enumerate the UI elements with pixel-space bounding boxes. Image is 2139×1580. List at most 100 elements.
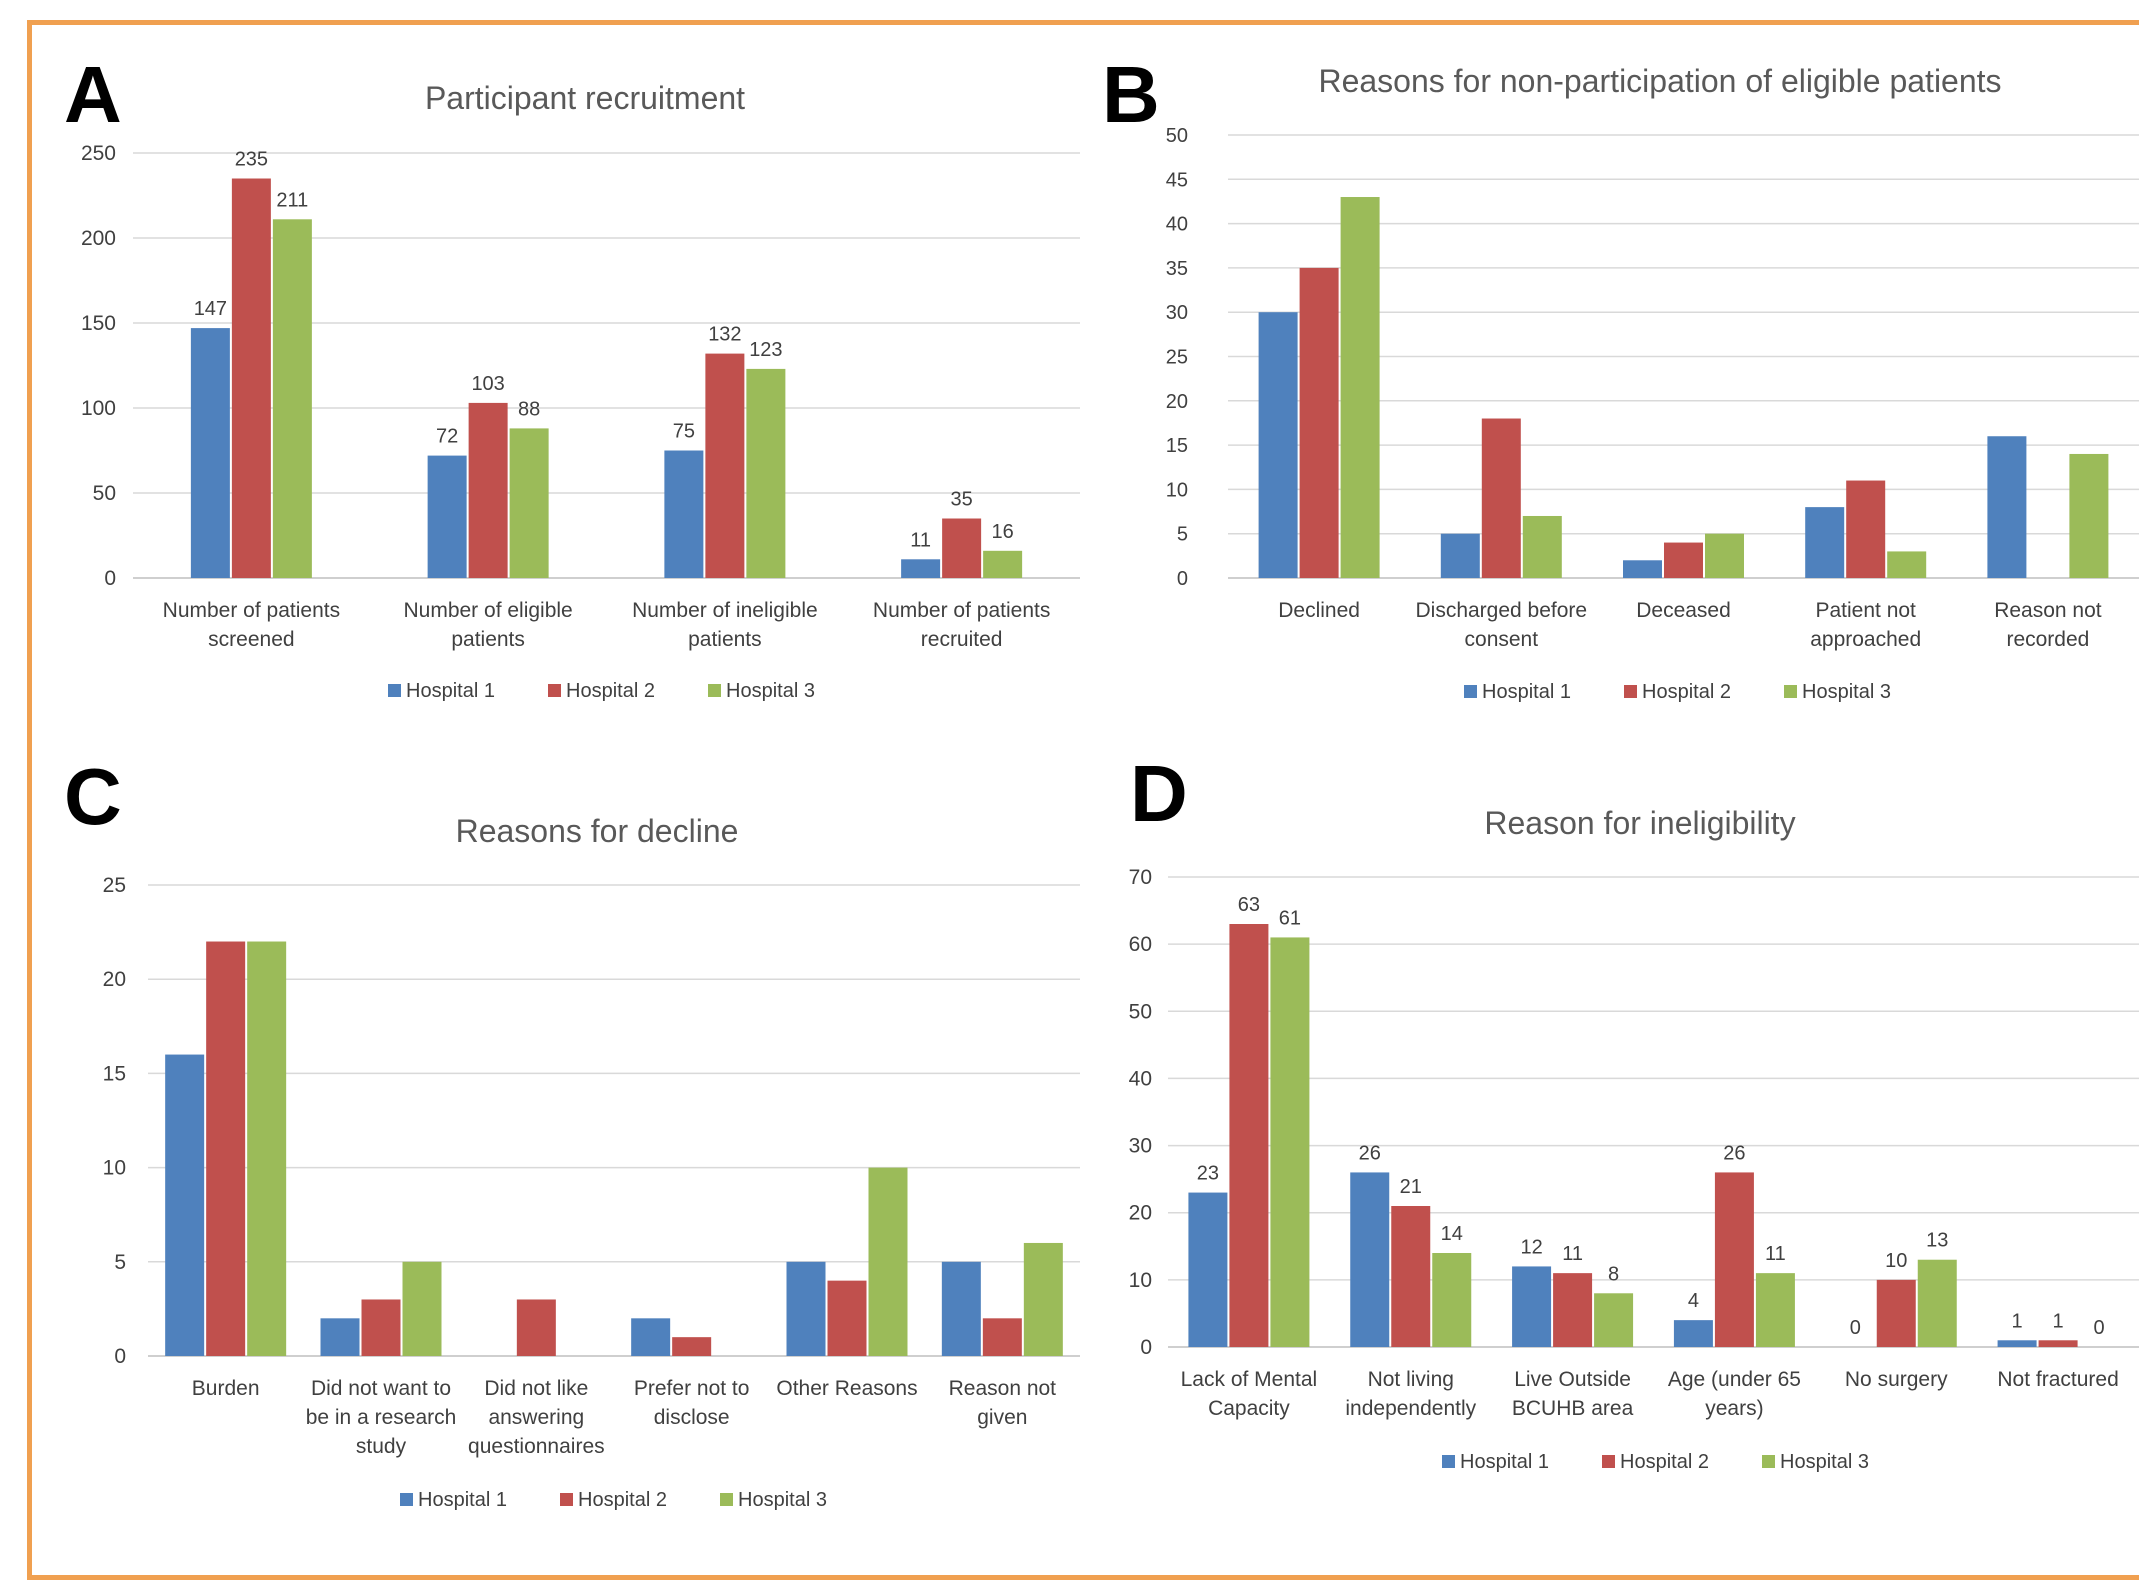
panel-b-bar xyxy=(1299,267,1339,578)
panel-d-letter: D xyxy=(1130,749,1188,838)
panel-d-data-label: 4 xyxy=(1688,1290,1699,1312)
panel-b-bar xyxy=(1664,542,1703,578)
panel-d-bar xyxy=(1714,1172,1754,1347)
panel-b-category-label: Patient not xyxy=(1815,599,1916,622)
panel-d-data-label: 11 xyxy=(1765,1243,1786,1265)
panel-b-bar xyxy=(1846,480,1886,578)
panel-b-legend-swatch xyxy=(1464,685,1477,698)
panel-a-ytick-label: 100 xyxy=(81,397,116,420)
panel-c-category-label: Did not like xyxy=(484,1377,588,1400)
panel-c-bar xyxy=(516,1299,556,1356)
panel-c-bar xyxy=(786,1261,826,1356)
panel-a-letter: A xyxy=(64,50,122,139)
panel-d-bar xyxy=(1350,1172,1390,1347)
panel-a-bar xyxy=(509,428,549,578)
panel-c-bar xyxy=(941,1261,981,1356)
panel-d-bar xyxy=(1229,924,1269,1347)
panel-d-bar xyxy=(2038,1340,2078,1347)
panel-a-legend-swatch xyxy=(388,684,401,697)
panel-d-data-label: 61 xyxy=(1279,907,1301,929)
panel-b-legend-swatch xyxy=(1624,685,1637,698)
panel-c-category-label: questionnaires xyxy=(468,1435,605,1458)
panel-d-bar xyxy=(1391,1206,1431,1347)
panel-a-bar xyxy=(705,353,745,578)
panel-d-category-label: Age (under 65 xyxy=(1668,1368,1801,1391)
panel-d-category-label: BCUHB area xyxy=(1512,1397,1634,1420)
panel-b-category-label: Deceased xyxy=(1636,599,1731,622)
panel-d-bar xyxy=(1188,1192,1228,1347)
panel-d-bar xyxy=(1876,1279,1916,1347)
panel-d-data-label: 21 xyxy=(1400,1176,1422,1198)
panel-d-category-label: Not fractured xyxy=(1997,1368,2118,1391)
panel-c-ytick-label: 20 xyxy=(103,968,126,991)
panel-c-bar xyxy=(827,1280,867,1356)
panel-a-data-label: 147 xyxy=(194,298,227,320)
panel-b-legend-swatch xyxy=(1784,685,1797,698)
panel-a-ytick-label: 250 xyxy=(81,142,116,165)
panel-c-bar xyxy=(165,1054,205,1356)
panel-d-bar xyxy=(1673,1320,1713,1347)
panel-b-ytick-label: 45 xyxy=(1166,169,1188,191)
panel-a-category-label: Number of patients xyxy=(873,599,1050,622)
panel-b-category-label: Reason not xyxy=(1994,599,2102,622)
panel-d-data-label: 23 xyxy=(1197,1163,1219,1185)
panel-a-bar xyxy=(983,550,1023,578)
panel-a-data-label: 11 xyxy=(910,529,931,551)
panel-c-title: Reasons for decline xyxy=(456,813,739,849)
panel-b-bar xyxy=(2069,453,2109,578)
panel-d-data-label: 1 xyxy=(2053,1310,2064,1332)
panel-a-category-label: patients xyxy=(688,628,762,651)
panel-b-legend-label: Hospital 1 xyxy=(1482,681,1571,703)
panel-c-category-label: Prefer not to xyxy=(634,1377,750,1400)
panel-d-data-label: 8 xyxy=(1608,1263,1619,1285)
panel-d-data-label: 26 xyxy=(1723,1142,1745,1164)
panel-b-ytick-label: 0 xyxy=(1177,568,1188,590)
panel-d-bar xyxy=(1553,1273,1593,1347)
panel-d-ytick-label: 30 xyxy=(1129,1135,1152,1158)
panel-c-legend-swatch xyxy=(720,1493,733,1506)
panel-d-data-label: 63 xyxy=(1238,894,1260,916)
panel-d-data-label: 10 xyxy=(1885,1250,1907,1272)
panel-c-legend-swatch xyxy=(400,1493,413,1506)
panel-a-legend-label: Hospital 3 xyxy=(726,680,815,702)
panel-c-bar xyxy=(320,1318,360,1356)
panel-d-data-label: 14 xyxy=(1441,1223,1463,1245)
panel-a-data-label: 103 xyxy=(471,373,504,395)
panel-d-data-label: 0 xyxy=(2094,1317,2105,1339)
panel-d-category-label: Not living xyxy=(1368,1368,1454,1391)
panel-d-bar xyxy=(1432,1253,1472,1347)
panel-c-ytick-label: 25 xyxy=(103,874,126,897)
panel-a-ytick-label: 0 xyxy=(104,567,116,590)
panel-d-ytick-label: 20 xyxy=(1129,1202,1152,1225)
panel-b-ytick-label: 15 xyxy=(1166,435,1188,457)
panel-c-category-label: answering xyxy=(488,1406,584,1429)
panel-b-bar xyxy=(1481,418,1521,578)
panel-d-bar xyxy=(1594,1293,1634,1347)
panel-a-bar xyxy=(746,368,786,578)
panel-d-category-label: Lack of Mental xyxy=(1181,1368,1318,1391)
panel-b-legend-label: Hospital 2 xyxy=(1642,681,1731,703)
panel-c-bar xyxy=(982,1318,1022,1356)
panel-c-bar xyxy=(361,1299,401,1356)
panel-c-category-label: Reason not xyxy=(949,1377,1057,1400)
panel-a-data-label: 16 xyxy=(992,521,1014,543)
panel-a-data-label: 132 xyxy=(708,324,741,346)
panel-d-bar xyxy=(1270,937,1310,1347)
panel-b-category-label: Discharged before xyxy=(1415,599,1587,622)
panel-c-bar xyxy=(1023,1242,1063,1356)
panel-c-bar xyxy=(672,1337,712,1356)
panel-d-title: Reason for ineligibility xyxy=(1484,805,1795,841)
panel-a-bar xyxy=(272,219,312,579)
panel-b-ytick-label: 20 xyxy=(1166,391,1188,413)
panel-a-bar xyxy=(942,518,982,578)
panel-a-legend-swatch xyxy=(708,684,721,697)
panel-b-legend-label: Hospital 3 xyxy=(1802,681,1891,703)
panel-b-bar xyxy=(1522,515,1562,578)
panel-d-data-label: 0 xyxy=(1850,1317,1861,1339)
panel-c-legend-label: Hospital 2 xyxy=(578,1489,667,1511)
panel-a-category-label: Number of eligible xyxy=(403,599,572,622)
panel-b-bar xyxy=(1987,436,2027,578)
panel-a-bar xyxy=(901,559,941,578)
panel-d-ytick-label: 0 xyxy=(1140,1336,1152,1359)
panel-c-category-label: Burden xyxy=(192,1377,260,1400)
